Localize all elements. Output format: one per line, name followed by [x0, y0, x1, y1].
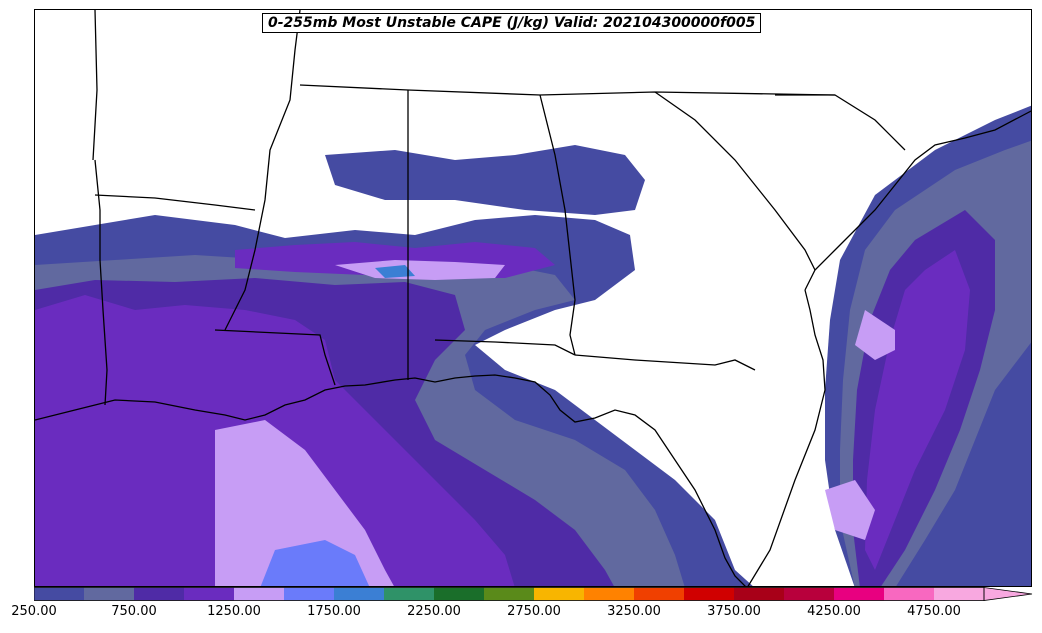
colorbar-tick-label: 4750.00	[907, 604, 961, 619]
state-line-ar-la	[92, 10, 98, 161]
colorbar-swatch	[384, 587, 435, 601]
colorbar-tick-label: 250.00	[11, 604, 57, 619]
map-borders	[35, 10, 1031, 586]
colorbar-extend-arrow	[983, 587, 1033, 601]
colorbar-tick-label: 4250.00	[807, 604, 861, 619]
colorbar-tick-label: 1250.00	[207, 604, 261, 619]
colorbar	[34, 587, 1033, 601]
colorbar-swatch	[784, 587, 835, 601]
cape-fill-1250	[215, 420, 394, 586]
colorbar-swatch	[334, 587, 385, 601]
state-line-la-north	[94, 194, 256, 211]
colorbar-swatch	[484, 587, 535, 601]
cape-atlantic-1250	[855, 310, 895, 360]
cape-band-1750	[375, 265, 415, 278]
cape-atlantic-1250b	[825, 480, 875, 540]
state-line-la-ms	[214, 329, 336, 386]
state-line-al-ga	[539, 94, 576, 356]
state-line-fl-panhandle	[434, 339, 576, 356]
colorbar-swatch	[734, 587, 785, 601]
colorbar-swatch	[234, 587, 285, 601]
cape-fill-1500	[260, 540, 370, 586]
colorbar-tick-label: 1750.00	[307, 604, 361, 619]
colorbar-swatch	[634, 587, 685, 601]
colorbar-swatches	[34, 587, 1033, 601]
cape-band-north-250	[325, 145, 645, 215]
colorbar-tick-label: 2750.00	[507, 604, 561, 619]
state-line-sc-ga	[654, 91, 816, 271]
colorbar-tick-labels: 250.00 750.00 1250.00 1750.00 2250.00 2750.00…	[0, 604, 1042, 624]
map-panel	[34, 9, 1032, 587]
colorbar-swatch	[834, 587, 885, 601]
state-line-ga-fl	[574, 354, 756, 371]
colorbar-swatch	[284, 587, 335, 601]
state-line-la-west	[94, 159, 108, 406]
florida-east-coast	[747, 289, 826, 586]
colorbar-swatch	[184, 587, 235, 601]
cape-band-1250	[335, 260, 505, 280]
colorbar-swatch	[534, 587, 585, 601]
colorbar-swatch	[684, 587, 735, 601]
colorbar-swatch	[84, 587, 135, 601]
colorbar-swatch	[434, 587, 485, 601]
colorbar-swatch	[884, 587, 935, 601]
state-line-tn	[299, 84, 836, 96]
atlantic-coastline	[804, 110, 1031, 291]
colorbar-tick-label: 750.00	[111, 604, 157, 619]
colorbar-tick-label: 2250.00	[407, 604, 461, 619]
map-title: 0-255mb Most Unstable CAPE (J/kg) Valid:…	[262, 13, 762, 33]
colorbar-tick-label: 3250.00	[607, 604, 661, 619]
cape-map	[35, 10, 1031, 586]
mississippi-river	[224, 10, 301, 331]
cape-contours	[35, 105, 1031, 586]
colorbar-swatch	[934, 587, 985, 601]
colorbar-swatch	[134, 587, 185, 601]
colorbar-tick-label: 3750.00	[707, 604, 761, 619]
cape-atlantic-1000	[865, 250, 970, 570]
colorbar-swatch	[34, 587, 85, 601]
colorbar-swatch	[584, 587, 635, 601]
state-line-nc-sc	[775, 94, 906, 151]
gulf-coastline	[35, 374, 746, 586]
